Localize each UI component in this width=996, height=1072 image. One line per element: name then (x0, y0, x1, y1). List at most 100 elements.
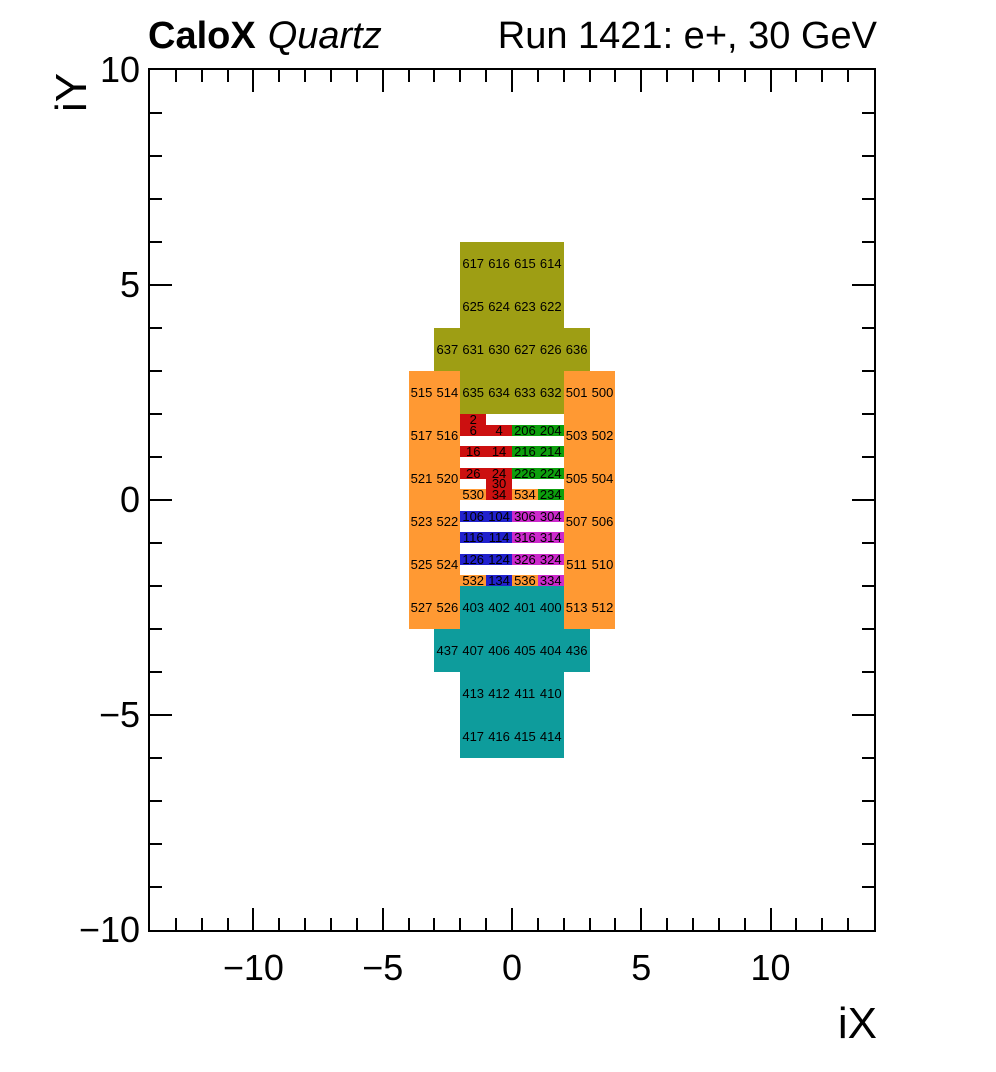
x-tick (562, 918, 565, 930)
channel-cell: 511 (563, 543, 590, 586)
y-tick (862, 542, 874, 544)
x-tick (588, 70, 591, 82)
channel-cell: 400 (537, 586, 564, 629)
y-tick (150, 499, 172, 501)
channel-cell: 106 (460, 510, 487, 522)
y-tick (862, 413, 874, 415)
y-tick (150, 241, 162, 243)
channel-cell: 411 (512, 672, 538, 715)
channel-cell: 316 (512, 531, 538, 544)
y-tick (150, 757, 162, 759)
x-tick (278, 70, 281, 82)
channel-cell: 414 (537, 715, 564, 758)
channel-cell: 515 (408, 371, 435, 414)
channel-cell: 510 (589, 543, 616, 586)
channel-cell: 413 (460, 672, 487, 715)
y-tick (150, 413, 162, 415)
channel-cell: 627 (512, 328, 538, 371)
channel-cell: 4 (486, 424, 512, 436)
x-tick (588, 918, 591, 930)
x-tick (821, 70, 824, 82)
x-tick (381, 70, 384, 92)
channel-cell: 622 (537, 285, 564, 328)
channel-cell: 206 (512, 424, 538, 436)
channel-cell: 634 (486, 371, 512, 414)
channel-cell: 14 (486, 445, 512, 458)
channel-cell: 506 (589, 500, 616, 543)
channel-cell: 403 (460, 586, 487, 629)
x-tick-label: −10 (222, 947, 284, 988)
channel-cell: 214 (537, 445, 564, 458)
channel-cell: 503 (563, 414, 590, 457)
y-tick (862, 327, 874, 329)
x-tick-label: −5 (362, 947, 404, 988)
channel-cell: 417 (460, 715, 487, 758)
channel-cell: 405 (512, 629, 538, 672)
channel-cell: 226 (512, 467, 538, 479)
y-tick (862, 198, 874, 200)
y-tick (150, 671, 162, 673)
x-tick (717, 918, 720, 930)
channel-cell: 234 (537, 488, 564, 501)
x-tick (252, 908, 255, 930)
y-tick (150, 327, 162, 329)
channel-cell: 401 (512, 586, 538, 629)
plot-title-left: CaloX Quartz (148, 14, 382, 58)
y-tick (150, 284, 172, 286)
y-tick (862, 585, 874, 587)
y-tick-label: 5 (119, 264, 140, 305)
channel-cell: 126 (460, 553, 487, 565)
channel-cell: 536 (512, 574, 538, 587)
channel-cell: 625 (460, 285, 487, 328)
channel-cell: 410 (537, 672, 564, 715)
channel-cell: 534 (512, 488, 538, 501)
channel-cell: 314 (537, 531, 564, 544)
channel-cell: 632 (537, 371, 564, 414)
x-tick (174, 70, 177, 82)
channel-cell: 631 (460, 328, 487, 371)
channel-cell: 524 (434, 543, 461, 586)
x-tick (511, 908, 513, 930)
x-tick (640, 908, 643, 930)
x-tick (666, 918, 669, 930)
channel-cell: 30 (486, 478, 512, 490)
y-tick (150, 456, 162, 458)
x-tick (485, 918, 488, 930)
channel-cell: 504 (589, 457, 616, 500)
x-tick (666, 70, 669, 82)
channel-cell: 635 (460, 371, 487, 414)
channel-cell: 204 (537, 424, 564, 436)
channel-cell: 2 (460, 413, 487, 426)
x-axis-title: iX (837, 999, 877, 1048)
channel-cell: 502 (589, 414, 616, 457)
channel-cell: 513 (563, 586, 590, 629)
x-tick (407, 918, 410, 930)
channel-cell: 530 (460, 488, 487, 501)
channel-cell: 326 (512, 553, 538, 565)
x-tick (847, 70, 850, 82)
channel-cell: 525 (408, 543, 435, 586)
y-tick (862, 628, 874, 630)
channel-cell: 6 (460, 424, 487, 436)
y-tick (150, 370, 162, 372)
x-tick (252, 70, 255, 92)
channel-cell: 26 (460, 467, 487, 479)
channel-cell: 124 (486, 553, 512, 565)
y-tick (862, 370, 874, 372)
channel-cell: 306 (512, 510, 538, 522)
y-tick (862, 155, 874, 157)
channel-cell: 324 (537, 553, 564, 565)
channel-cell: 34 (486, 488, 512, 501)
channel-cell: 617 (460, 242, 487, 285)
y-axis-title: iY (47, 72, 96, 112)
channel-cell: 501 (563, 371, 590, 414)
x-tick (200, 70, 203, 82)
channel-cell: 527 (408, 586, 435, 629)
channel-cell: 404 (537, 629, 564, 672)
channel-cell: 402 (486, 586, 512, 629)
y-tick (852, 284, 874, 286)
channel-cell: 520 (434, 457, 461, 500)
y-tick (852, 499, 874, 501)
x-tick (485, 70, 488, 82)
y-tick-label: −5 (98, 694, 140, 735)
